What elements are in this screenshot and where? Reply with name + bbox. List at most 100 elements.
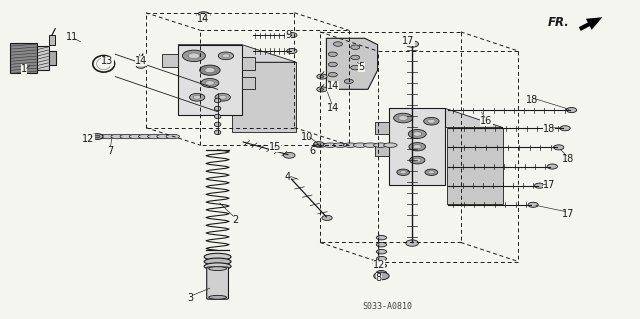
- Text: 6: 6: [309, 145, 316, 156]
- Ellipse shape: [93, 134, 106, 139]
- Circle shape: [200, 65, 220, 75]
- Circle shape: [428, 119, 435, 123]
- Text: 18: 18: [562, 154, 575, 165]
- Ellipse shape: [333, 143, 347, 147]
- Ellipse shape: [323, 143, 337, 147]
- Ellipse shape: [129, 134, 143, 139]
- Text: 17: 17: [402, 36, 415, 47]
- Text: 2: 2: [232, 215, 239, 225]
- FancyBboxPatch shape: [242, 77, 255, 89]
- Text: 15: 15: [269, 142, 282, 152]
- Circle shape: [328, 72, 337, 77]
- Polygon shape: [178, 45, 296, 62]
- Text: 16: 16: [480, 116, 493, 126]
- Ellipse shape: [353, 143, 367, 147]
- Ellipse shape: [376, 249, 387, 254]
- Circle shape: [333, 42, 342, 46]
- Circle shape: [218, 52, 234, 60]
- Circle shape: [92, 134, 103, 139]
- Circle shape: [408, 130, 426, 138]
- Circle shape: [314, 142, 324, 147]
- Circle shape: [554, 145, 564, 150]
- Circle shape: [351, 55, 360, 60]
- Ellipse shape: [204, 258, 231, 265]
- Text: 1: 1: [21, 63, 28, 74]
- Circle shape: [188, 53, 200, 59]
- Circle shape: [428, 171, 435, 174]
- Ellipse shape: [364, 143, 377, 147]
- Polygon shape: [447, 128, 503, 204]
- Ellipse shape: [383, 143, 397, 147]
- Text: 12: 12: [372, 260, 385, 271]
- Polygon shape: [10, 43, 37, 73]
- Ellipse shape: [111, 134, 124, 139]
- FancyBboxPatch shape: [37, 46, 49, 70]
- Circle shape: [547, 164, 557, 169]
- Circle shape: [320, 76, 324, 78]
- Ellipse shape: [214, 106, 221, 111]
- Text: 4: 4: [285, 172, 291, 182]
- Circle shape: [344, 79, 353, 84]
- Ellipse shape: [214, 98, 221, 103]
- Circle shape: [566, 108, 577, 113]
- Ellipse shape: [157, 134, 170, 139]
- Text: 17: 17: [562, 209, 575, 219]
- Ellipse shape: [204, 253, 231, 260]
- Text: 7: 7: [107, 145, 113, 156]
- Circle shape: [193, 95, 201, 99]
- Ellipse shape: [376, 263, 387, 268]
- FancyBboxPatch shape: [375, 122, 389, 134]
- Ellipse shape: [120, 134, 134, 139]
- Circle shape: [189, 93, 205, 101]
- Text: FR.: FR.: [548, 16, 570, 29]
- Circle shape: [374, 272, 389, 280]
- Text: 11: 11: [66, 32, 79, 42]
- Ellipse shape: [374, 143, 387, 147]
- Circle shape: [287, 33, 297, 38]
- Polygon shape: [178, 45, 242, 115]
- Circle shape: [322, 215, 332, 220]
- Ellipse shape: [102, 134, 115, 139]
- Text: 14: 14: [326, 103, 339, 114]
- Ellipse shape: [148, 134, 161, 139]
- Ellipse shape: [214, 122, 221, 127]
- Ellipse shape: [166, 134, 179, 139]
- Circle shape: [201, 78, 219, 87]
- Ellipse shape: [376, 271, 387, 275]
- Circle shape: [409, 143, 426, 151]
- Circle shape: [413, 145, 422, 149]
- Circle shape: [400, 171, 406, 174]
- Text: 5: 5: [358, 62, 365, 72]
- Text: 18: 18: [526, 94, 539, 105]
- Circle shape: [410, 156, 425, 164]
- Circle shape: [413, 132, 422, 136]
- Polygon shape: [326, 38, 378, 89]
- Circle shape: [413, 158, 421, 162]
- Text: 3: 3: [188, 293, 194, 303]
- Circle shape: [287, 48, 297, 54]
- Ellipse shape: [214, 114, 221, 119]
- Circle shape: [406, 240, 419, 246]
- Text: 18: 18: [543, 124, 556, 134]
- Text: 9: 9: [285, 30, 291, 40]
- Circle shape: [317, 74, 327, 79]
- Circle shape: [205, 68, 215, 73]
- FancyBboxPatch shape: [242, 57, 255, 70]
- Circle shape: [317, 87, 327, 92]
- Text: 10: 10: [301, 132, 314, 142]
- Circle shape: [182, 50, 205, 62]
- Polygon shape: [389, 108, 445, 185]
- FancyBboxPatch shape: [49, 51, 56, 65]
- Text: S033-A0810: S033-A0810: [362, 302, 412, 311]
- Circle shape: [560, 126, 570, 131]
- Circle shape: [222, 54, 230, 58]
- Text: 14: 14: [134, 56, 147, 66]
- Circle shape: [394, 113, 413, 123]
- Circle shape: [425, 169, 438, 175]
- Ellipse shape: [204, 263, 231, 270]
- FancyBboxPatch shape: [49, 35, 55, 45]
- FancyArrowPatch shape: [579, 17, 602, 31]
- Circle shape: [528, 202, 538, 207]
- FancyBboxPatch shape: [375, 144, 389, 156]
- Circle shape: [197, 12, 210, 18]
